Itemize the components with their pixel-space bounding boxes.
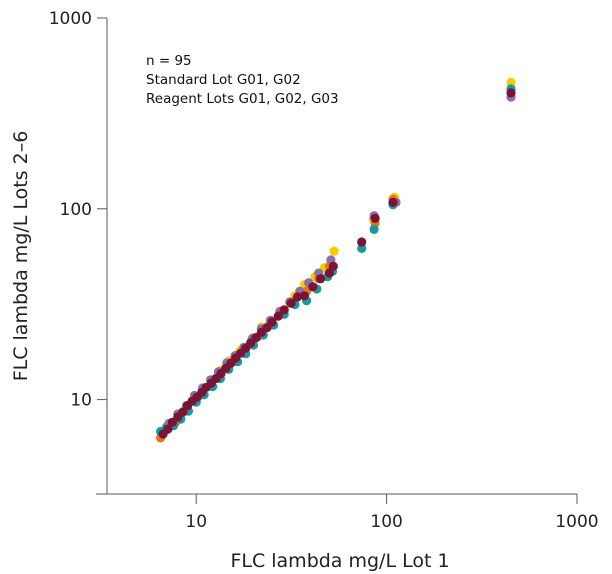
data-point-series-1 [506, 77, 516, 87]
data-point-series-5 [506, 88, 516, 98]
data-points [156, 77, 516, 443]
y-tick-label: 100 [60, 200, 92, 220]
x-axis-title: FLC lambda mg/L Lot 1 [230, 550, 449, 572]
data-point-series-5 [324, 268, 334, 278]
annotation-sample-size: n = 95 [146, 53, 192, 69]
data-point-series-5 [292, 292, 302, 302]
data-point-series-5 [279, 305, 289, 315]
y-axis-title: FLC lambda mg/L Lots 2–6 [10, 131, 32, 382]
data-point-series-5 [273, 311, 283, 321]
data-point-series-5 [388, 197, 398, 207]
axes [96, 18, 577, 495]
data-point-series-5 [178, 407, 188, 417]
x-tick-label: 10 [185, 512, 207, 532]
data-point-series-3 [357, 243, 367, 253]
data-point-series-5 [267, 317, 277, 327]
data-point-series-5 [316, 274, 326, 284]
x-tick-label: 1000 [555, 512, 598, 532]
data-point-series-5 [370, 213, 380, 223]
data-point-series-5 [308, 282, 318, 292]
data-point-series-5 [299, 291, 309, 301]
x-tick-label: 100 [370, 512, 402, 532]
annotations: n = 95 Standard Lot G01, G02 Reagent Lot… [146, 53, 339, 107]
axis-ticks: 10 100 1000 10 100 1000 [49, 9, 599, 532]
data-point-series-5 [163, 424, 173, 434]
annotation-standard-lots: Standard Lot G01, G02 [146, 72, 301, 88]
data-point-series-5 [357, 237, 367, 247]
y-tick-label: 10 [70, 391, 92, 411]
data-point-series-3 [369, 224, 379, 234]
data-point-series-1 [329, 246, 339, 256]
annotation-reagent-lots: Reagent Lots G01, G02, G03 [146, 91, 339, 107]
y-tick-label: 1000 [49, 9, 92, 29]
data-point-series-5 [328, 261, 338, 271]
data-point-series-5 [286, 298, 296, 308]
